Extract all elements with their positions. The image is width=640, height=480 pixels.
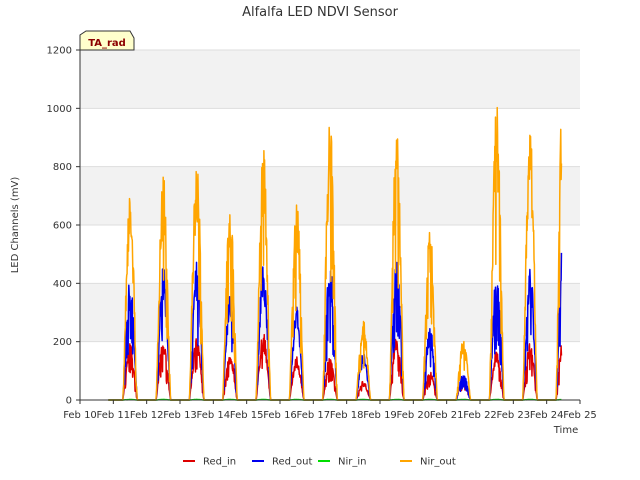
ta-rad-badge: TA_rad xyxy=(80,31,134,50)
legend-label: Red_out xyxy=(272,457,312,468)
y-ticks: 0 200 400 600 800 1000 1200 xyxy=(47,46,80,407)
x-ticks: Feb 10 Feb 11 Feb 12 Feb 13 Feb 14 Feb 15 Feb … xyxy=(63,400,597,421)
x-tick-label: Feb 21 xyxy=(430,410,464,421)
y-tick-label: 1000 xyxy=(47,104,72,115)
x-tick-label: Feb 22 xyxy=(463,410,497,421)
x-tick-label: Feb 13 xyxy=(163,410,197,421)
legend: Red_in Red_out Nir_in Nir_out xyxy=(183,457,456,468)
chart-title: Alfalfa LED NDVI Sensor xyxy=(242,5,399,20)
y-tick-label: 200 xyxy=(53,337,72,348)
x-tick-label: Feb 12 xyxy=(130,410,164,421)
chart: 0 200 400 600 800 1000 1200 Feb 10 Feb 11 Feb 12… xyxy=(0,0,640,480)
x-tick-label: Feb 14 xyxy=(197,410,231,421)
x-tick-label: Feb 11 xyxy=(97,410,131,421)
x-tick-label: Feb 25 xyxy=(563,410,597,421)
x-tick-label: Feb 16 xyxy=(263,410,297,421)
legend-label: Nir_in xyxy=(338,457,367,468)
x-tick-label: Feb 17 xyxy=(297,410,331,421)
legend-label: Red_in xyxy=(203,457,236,468)
band xyxy=(80,50,580,108)
legend-label: Nir_out xyxy=(420,457,456,468)
y-axis-label: LED Channels (mV) xyxy=(10,177,21,274)
x-tick-label: Feb 15 xyxy=(230,410,264,421)
x-tick-label: Feb 19 xyxy=(363,410,397,421)
x-tick-label: Feb 24 xyxy=(530,410,564,421)
badge-label: TA_rad xyxy=(88,38,126,49)
y-tick-label: 1200 xyxy=(47,46,72,57)
x-tick-label: Feb 23 xyxy=(497,410,531,421)
x-tick-label: Feb 10 xyxy=(63,410,97,421)
y-tick-label: 600 xyxy=(53,221,72,232)
x-tick-label: Feb 20 xyxy=(397,410,431,421)
x-tick-label: Feb 18 xyxy=(330,410,364,421)
y-tick-label: 800 xyxy=(53,162,72,173)
y-tick-label: 400 xyxy=(53,279,72,290)
y-tick-label: 0 xyxy=(66,396,72,407)
x-axis-label: Time xyxy=(553,425,578,436)
